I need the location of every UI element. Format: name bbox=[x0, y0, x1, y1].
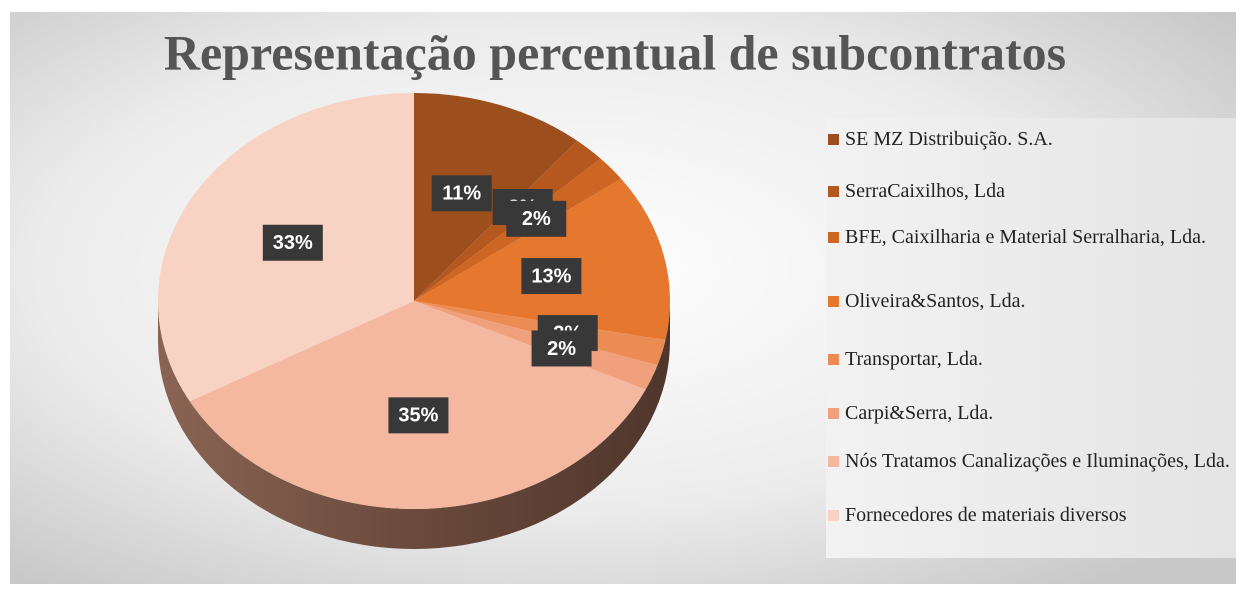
legend-label: Fornecedores de materiais diversos bbox=[845, 504, 1127, 526]
legend-swatch bbox=[828, 232, 839, 243]
chart-title: Representação percentual de subcontratos bbox=[164, 24, 1066, 80]
data-label-text: 13% bbox=[531, 265, 571, 287]
legend-swatch bbox=[828, 408, 839, 419]
data-label-box bbox=[506, 200, 567, 237]
legend-item: SerraCaixilhos, Lda bbox=[828, 178, 1005, 204]
data-label-text: 2% bbox=[522, 208, 551, 230]
legend-swatch bbox=[828, 456, 839, 467]
data-label: 11% bbox=[431, 175, 492, 212]
data-label-box bbox=[431, 175, 492, 212]
legend-label: Nós Tratamos Canalizações e Iluminações,… bbox=[845, 450, 1230, 472]
data-label-text: 33% bbox=[273, 232, 313, 254]
legend-label: Oliveira&Santos, Lda. bbox=[845, 290, 1026, 312]
legend-label: BFE, Caixilharia e Material Serralharia,… bbox=[845, 226, 1206, 248]
data-label: 2% bbox=[531, 330, 592, 367]
data-label-text: 2% bbox=[547, 338, 576, 360]
data-label-text: 11% bbox=[442, 183, 481, 205]
data-label-box bbox=[388, 397, 449, 434]
data-label-text: 35% bbox=[398, 405, 438, 427]
data-label-box bbox=[531, 330, 592, 367]
legend-item: Oliveira&Santos, Lda. bbox=[828, 288, 1026, 314]
legend-swatch bbox=[828, 134, 839, 145]
legend-swatch bbox=[828, 354, 839, 365]
legend-item: Fornecedores de materiais diversos bbox=[828, 502, 1127, 528]
legend-item: SE MZ Distribuição. S.A. bbox=[828, 126, 1053, 152]
legend-label: SE MZ Distribuição. S.A. bbox=[845, 128, 1053, 150]
legend-label: Carpi&Serra, Lda. bbox=[845, 402, 994, 424]
pie: 11%2%2%13%2%2%35%33% bbox=[158, 93, 670, 549]
pie-side bbox=[158, 301, 670, 549]
legend-item: Transportar, Lda. bbox=[828, 346, 983, 372]
legend-item: Nós Tratamos Canalizações e Iluminações,… bbox=[828, 448, 1230, 474]
legend-label: Transportar, Lda. bbox=[845, 348, 983, 370]
data-label-box bbox=[521, 258, 582, 295]
legend-swatch bbox=[828, 186, 839, 197]
legend-item: BFE, Caixilharia e Material Serralharia,… bbox=[828, 224, 1206, 250]
data-label: 2% bbox=[506, 200, 567, 237]
legend-item: Carpi&Serra, Lda. bbox=[828, 400, 993, 426]
data-label-box bbox=[262, 224, 323, 261]
data-label: 33% bbox=[262, 224, 323, 261]
legend-swatch bbox=[828, 510, 839, 521]
legend-swatch bbox=[828, 296, 839, 307]
data-label: 35% bbox=[388, 397, 449, 434]
data-label: 13% bbox=[521, 258, 582, 295]
legend: SE MZ Distribuição. S.A. SerraCaixilhos, … bbox=[826, 118, 1236, 558]
legend-label: SerraCaixilhos, Lda bbox=[845, 180, 1005, 202]
